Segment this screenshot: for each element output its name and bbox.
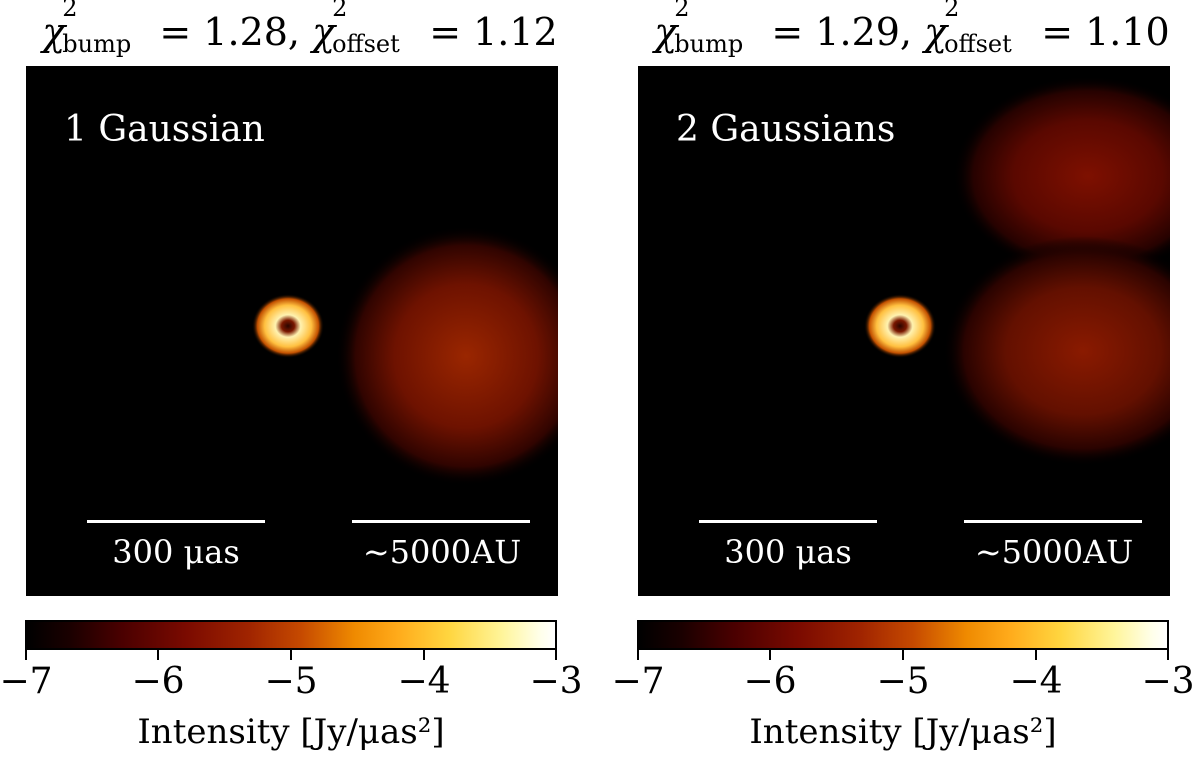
- scalebar-physical-label: ∼5000AU: [362, 533, 522, 571]
- colorbar-tick-label: −7: [0, 661, 53, 702]
- chi-subscript-bump: bump: [674, 30, 744, 58]
- colorbar-tick-label: −7: [611, 661, 665, 702]
- colorbar-tick-label: −4: [1009, 661, 1063, 702]
- panel-title: χ 2 bump = 1.28, χ 2 offset = 1.12: [0, 0, 600, 58]
- scalebar-angular-label: 300 μas: [724, 533, 852, 571]
- scalebar-physical: [964, 520, 1142, 523]
- compact-ring: [864, 294, 936, 358]
- colorbar-tick: [290, 650, 292, 660]
- model-label: 1 Gaussian: [64, 109, 265, 150]
- colorbar-tick-label: −5: [264, 661, 318, 702]
- chi-symbol: χ: [654, 10, 678, 54]
- chi-offset-value: = 1.12: [417, 10, 558, 54]
- chi-subscript-bump: bump: [62, 30, 132, 58]
- colorbar-tick: [769, 650, 771, 660]
- colorbar-tick: [25, 650, 27, 660]
- colorbar-tick-label: −6: [743, 661, 797, 702]
- chi-superscript: 2: [332, 0, 348, 22]
- scalebar-physical: [352, 520, 530, 523]
- colorbar-tick: [157, 650, 159, 660]
- colorbar-tick-label: −6: [131, 661, 185, 702]
- scalebar-angular: [699, 520, 877, 523]
- image-render: [864, 76, 1170, 466]
- scalebar-angular-label: 300 μas: [112, 533, 240, 571]
- chi-bump-value: = 1.28,: [147, 10, 313, 54]
- model-label: 2 Gaussians: [676, 109, 896, 150]
- gaussian-blob-lower: [943, 236, 1170, 466]
- colorbar-tick-label: −3: [1141, 661, 1195, 702]
- colorbar-tick-label: −4: [397, 661, 451, 702]
- panel-1-gaussian: χ 2 bump = 1.28, χ 2 offset = 1.12: [0, 0, 600, 752]
- chi-superscript: 2: [62, 0, 78, 22]
- chi-superscript: 2: [944, 0, 960, 22]
- colorbar-label: Intensity [Jy/μas²]: [137, 712, 445, 752]
- colorbar-tick: [423, 650, 425, 660]
- colorbar-tick: [902, 650, 904, 660]
- colorbar: [25, 620, 557, 650]
- gaussian-blob: [336, 226, 558, 486]
- chi-superscript: 2: [674, 0, 690, 22]
- chi-symbol: χ: [312, 10, 336, 54]
- colorbar-tick: [1035, 650, 1037, 660]
- colorbar-tick: [555, 650, 557, 660]
- scalebar-angular: [87, 520, 265, 523]
- intensity-image: 2 Gaussians 300 μas ∼5000AU: [638, 66, 1170, 596]
- chi-symbol: χ: [924, 10, 948, 54]
- compact-ring: [252, 294, 324, 358]
- gaussian-blob-upper: [953, 76, 1170, 276]
- chi-symbol: χ: [42, 10, 66, 54]
- image-render: [252, 226, 558, 486]
- panel-title: χ 2 bump = 1.29, χ 2 offset = 1.10: [612, 0, 1200, 58]
- chi-offset-value: = 1.10: [1029, 10, 1170, 54]
- intensity-image: 1 Gaussian 300 μas ∼5000AU: [26, 66, 558, 596]
- colorbar: [637, 620, 1169, 650]
- chi-subscript-offset: offset: [332, 30, 400, 58]
- colorbar-tick: [637, 650, 639, 660]
- chi-subscript-offset: offset: [944, 30, 1012, 58]
- colorbar-tick-label: −5: [876, 661, 930, 702]
- colorbar-label: Intensity [Jy/μas²]: [749, 712, 1057, 752]
- colorbar-tick-label: −3: [529, 661, 583, 702]
- scalebar-physical-label: ∼5000AU: [974, 533, 1134, 571]
- panel-2-gaussians: χ 2 bump = 1.29, χ 2 offset = 1.10: [611, 0, 1200, 765]
- chi-bump-value: = 1.29,: [759, 10, 925, 54]
- colorbar-tick: [1167, 650, 1169, 660]
